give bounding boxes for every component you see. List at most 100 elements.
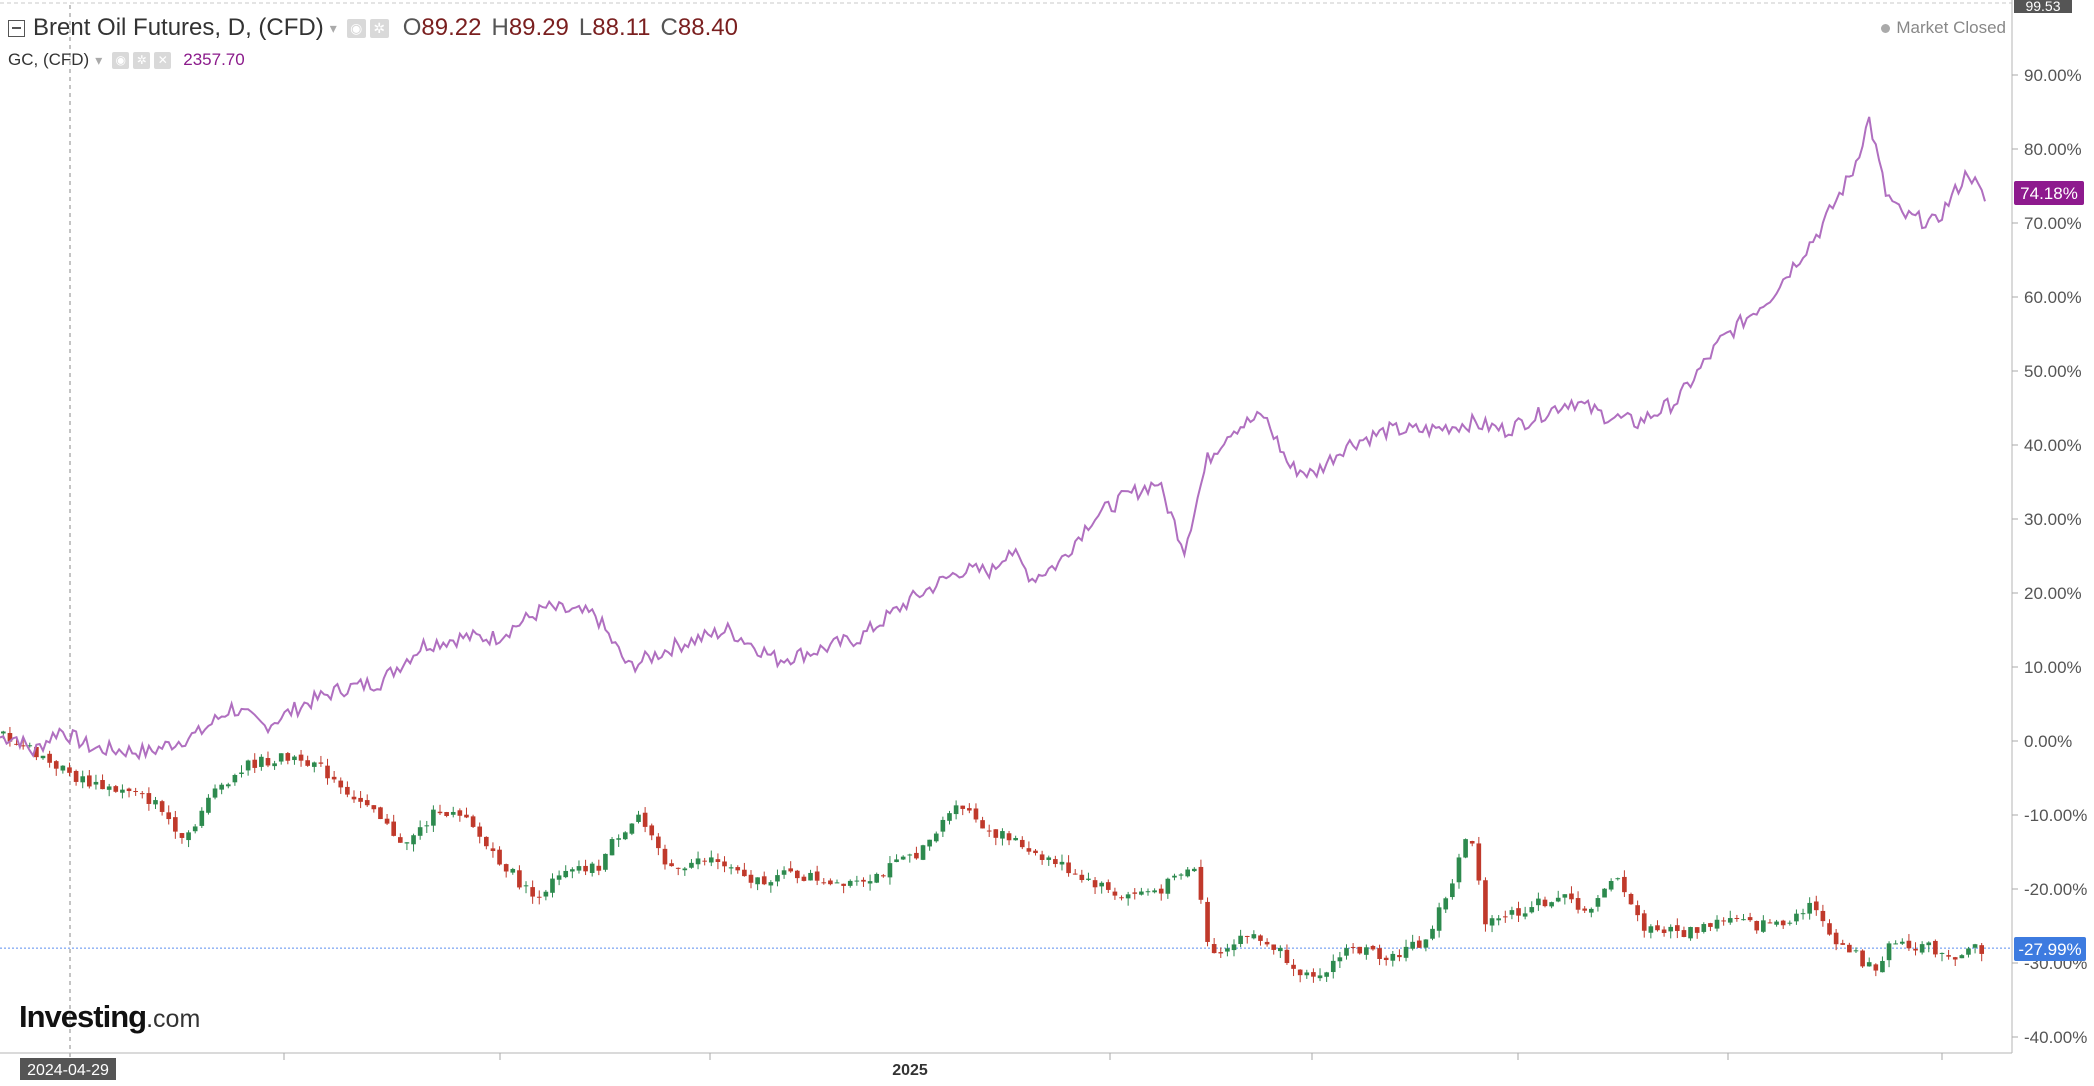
candle-body <box>0 731 6 734</box>
investing-logo: Investing.com <box>19 999 200 1035</box>
candle-body <box>1939 952 1945 954</box>
candle-body <box>1747 917 1753 921</box>
candle-body <box>1694 927 1700 933</box>
candle-body <box>1688 927 1693 939</box>
candle-body <box>768 882 774 886</box>
gear-icon[interactable]: ✲ <box>369 18 389 38</box>
candle-body <box>1258 935 1263 941</box>
candle-body <box>986 830 992 832</box>
candle-body <box>695 858 701 865</box>
candle-body <box>828 880 833 885</box>
candle-body <box>378 807 383 820</box>
candle-body <box>973 808 979 820</box>
candle-body <box>1397 955 1402 958</box>
y-tick-label: 50.00% <box>2024 362 2082 381</box>
candle-body <box>675 867 681 869</box>
y-tick-label: 0.00% <box>2024 732 2072 751</box>
gear-icon[interactable]: ✲ <box>133 51 151 69</box>
candle-body <box>1125 894 1131 899</box>
candle-body <box>133 791 138 793</box>
candle-body <box>1767 922 1773 924</box>
open-label: O <box>402 14 422 41</box>
candle-body <box>1463 839 1468 858</box>
brent-symbol-name[interactable]: Brent Oil Futures, D, (CFD) <box>33 14 324 41</box>
candle-body <box>550 878 555 893</box>
candle-body <box>192 826 198 832</box>
candle-body <box>1344 948 1349 956</box>
candle-body <box>1681 930 1687 937</box>
candle-body <box>1072 873 1078 875</box>
candle-body <box>570 869 575 872</box>
candle-body <box>14 743 19 745</box>
candle-body <box>1377 948 1382 959</box>
candle-body <box>1774 921 1779 925</box>
candle-body <box>1165 878 1171 894</box>
candle-body <box>1364 947 1369 955</box>
candle-body <box>530 887 535 897</box>
candle-body <box>1304 972 1310 976</box>
x-label-start-tag: 2024-04-29 <box>20 1058 116 1080</box>
candle-body <box>1013 837 1018 841</box>
symbol-legend-brent: Brent Oil Futures, D, (CFD) ▾ ◉ ✲ O 89.22… <box>8 14 738 42</box>
candle-body <box>1456 857 1462 883</box>
candle-body <box>40 755 46 759</box>
brent-last-value-tag: -27.99% <box>2014 937 2086 961</box>
caret-down-icon[interactable]: ▾ <box>329 19 337 36</box>
candle-body <box>106 786 112 790</box>
candle-body <box>444 812 449 816</box>
candle-body <box>1906 940 1912 949</box>
candle-body <box>1066 862 1071 874</box>
candle-body <box>940 819 946 832</box>
candle-body <box>1264 941 1270 945</box>
candle-body <box>1026 848 1032 852</box>
candle-body <box>867 881 873 884</box>
x-label-2025: 2025 <box>892 1062 928 1079</box>
candle-body <box>814 871 820 881</box>
settings-icon[interactable]: ◉ <box>346 18 366 38</box>
candle-body <box>583 865 588 872</box>
y-tick-label: 60.00% <box>2024 288 2082 307</box>
candle-body <box>861 879 866 882</box>
y-tick-label: -10.00% <box>2024 806 2087 825</box>
candle-body <box>1390 953 1396 961</box>
y-tick-label: 80.00% <box>2024 140 2082 159</box>
candle-body <box>1430 928 1435 939</box>
candle-body <box>47 753 52 763</box>
candle-body <box>1191 868 1197 872</box>
gc-symbol-name[interactable]: GC, (CFD) <box>8 50 90 69</box>
caret-down-icon[interactable]: ▾ <box>95 51 103 68</box>
candle-body <box>662 848 668 865</box>
candle-body <box>1536 898 1541 906</box>
candle-body <box>708 857 714 863</box>
candle-body <box>788 868 794 872</box>
y-tick-label: 90.00% <box>2024 66 2082 85</box>
candle-body <box>1966 948 1971 955</box>
candle-body <box>1641 913 1647 931</box>
candle-body <box>715 859 721 863</box>
candle-body <box>947 813 952 821</box>
candle-body <box>219 784 224 790</box>
candle-body <box>543 891 549 897</box>
candle-body <box>27 745 33 747</box>
candle-body <box>364 800 370 806</box>
candle-body <box>517 870 522 888</box>
candle-body <box>1178 874 1184 876</box>
candle-body <box>603 853 608 870</box>
x-axis-ticks <box>283 1053 1943 1060</box>
collapse-icon[interactable] <box>8 19 25 37</box>
low-value: 88.11 <box>592 14 651 41</box>
candle-body <box>1840 943 1846 945</box>
settings-icon[interactable]: ◉ <box>112 51 130 69</box>
candle-body <box>841 883 846 886</box>
low-label: L <box>578 14 593 41</box>
candle-body <box>404 842 410 844</box>
candle-body <box>1033 850 1038 854</box>
candle-body <box>166 812 172 820</box>
close-icon[interactable]: ✕ <box>154 51 172 69</box>
candle-body <box>331 776 337 780</box>
candle-body <box>93 781 99 785</box>
candle-body <box>1516 908 1521 916</box>
candle-body <box>742 869 747 877</box>
candle-body <box>1139 891 1144 895</box>
